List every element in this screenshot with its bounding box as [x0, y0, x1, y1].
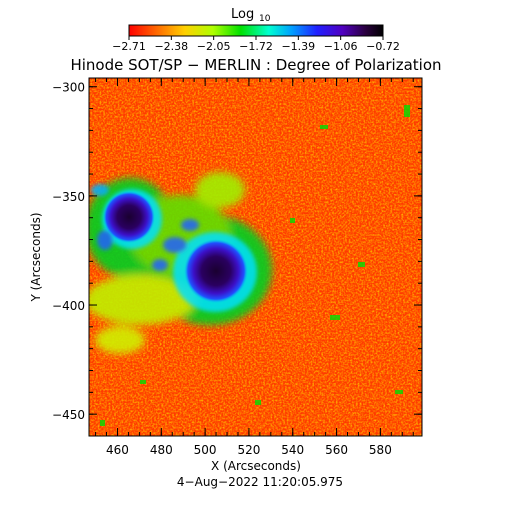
colorbar-tick-label: −0.72 — [366, 40, 400, 53]
colorbar-label-subscript: 10 — [259, 14, 271, 24]
colorbar — [128, 24, 384, 37]
sunspot-large — [184, 239, 248, 303]
colorbar-tick-label: −2.05 — [197, 40, 231, 53]
y-tick-label: −300 — [52, 81, 85, 95]
colorbar-tick-label: −1.72 — [239, 40, 273, 53]
y-tick-label: −350 — [52, 190, 85, 204]
colorbar-tick-label: −1.06 — [324, 40, 358, 53]
colorbar-ticks: −2.71 −2.38 −2.05 −1.72 −1.39 −1.06 −0.72 — [112, 36, 400, 53]
colorbar-tick-label: −2.38 — [154, 40, 188, 53]
y-axis: −300 −350 −400 −450 — [52, 81, 422, 437]
x-tick-label: 520 — [237, 443, 260, 457]
plot-title: Hinode SOT/SP − MERLIN : Degree of Polar… — [70, 56, 441, 74]
y-axis-label: Y (Arcseconds) — [29, 212, 43, 302]
x-tick-label: 460 — [106, 443, 129, 457]
sunspot-small — [103, 191, 155, 243]
colorbar-label: Log — [231, 7, 254, 22]
x-tick-label: 540 — [281, 443, 304, 457]
polarization-map — [89, 78, 422, 436]
colorbar-tick-label: −2.71 — [112, 40, 146, 53]
x-tick-label: 560 — [325, 443, 348, 457]
x-tick-label: 480 — [150, 443, 173, 457]
x-tick-label: 500 — [194, 443, 217, 457]
plot-frame — [88, 77, 423, 437]
colorbar-tick-label: −1.39 — [281, 40, 315, 53]
x-axis-label: X (Arcseconds) — [211, 459, 301, 473]
y-tick-label: −400 — [52, 299, 85, 313]
y-tick-label: −450 — [52, 408, 85, 422]
x-axis: 460 480 500 520 540 560 580 — [95, 78, 414, 457]
timestamp: 4−Aug−2022 11:20:05.975 — [177, 475, 343, 489]
x-tick-label: 580 — [369, 443, 392, 457]
